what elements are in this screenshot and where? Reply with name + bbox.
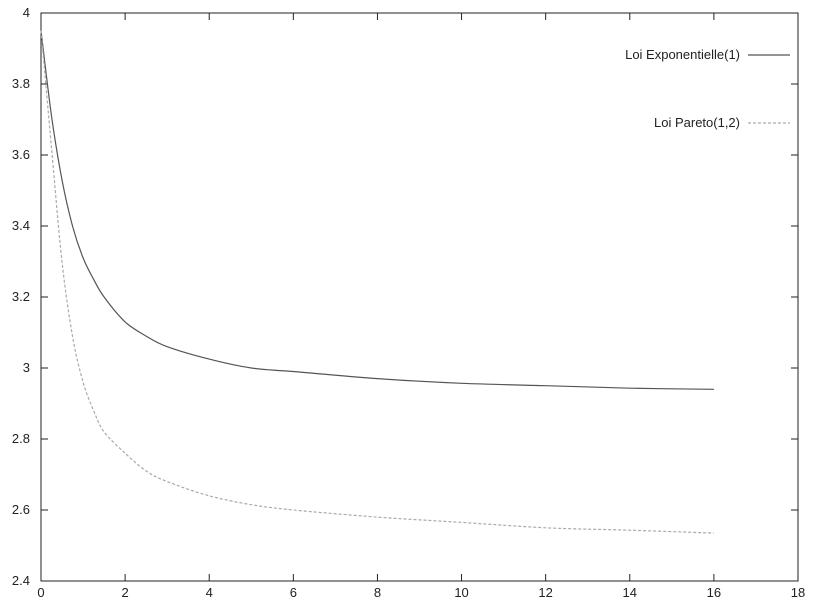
x-tick-label: 18 [791, 585, 805, 600]
axis-ticks [40, 12, 799, 582]
y-tick-label: 2.4 [12, 573, 30, 588]
y-tick-label: 2.6 [12, 502, 30, 517]
y-tick-label: 3.6 [12, 147, 30, 162]
x-tick-label: 4 [206, 585, 213, 600]
plot-frame [40, 12, 799, 582]
legend: Loi Exponentielle(1) Loi Pareto(1,2) [625, 47, 790, 130]
x-tick-label: 12 [538, 585, 552, 600]
x-tick-label: 10 [454, 585, 468, 600]
y-tick-label: 3.2 [12, 289, 30, 304]
y-tick-label: 2.8 [12, 431, 30, 446]
series-lines [40, 30, 714, 534]
legend-label: Loi Pareto(1,2) [654, 115, 740, 130]
y-tick-label: 3.8 [12, 76, 30, 91]
y-tick-label: 3.4 [12, 218, 30, 233]
axis-tick-labels: 0 2 4 6 8 10 12 14 16 18 2.4 2.6 2.8 3 3.2 3.4 3.6 3.8 4 [12, 5, 805, 600]
x-tick-label: 14 [623, 585, 637, 600]
x-tick-label: 0 [37, 585, 44, 600]
x-tick-label: 16 [707, 585, 721, 600]
legend-label: Loi Exponentielle(1) [625, 47, 740, 62]
y-tick-label: 3 [23, 360, 30, 375]
x-tick-label: 2 [121, 585, 128, 600]
series-line [40, 30, 714, 534]
y-tick-label: 4 [23, 5, 30, 20]
x-tick-label: 8 [374, 585, 381, 600]
series-line [40, 30, 714, 390]
x-tick-label: 6 [290, 585, 297, 600]
